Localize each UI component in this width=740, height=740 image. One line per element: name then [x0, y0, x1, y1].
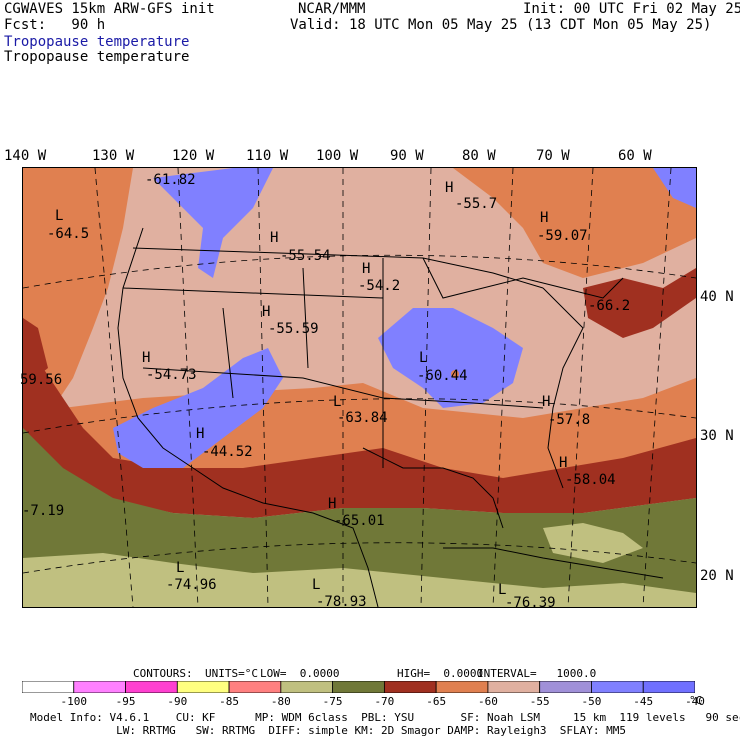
tropopause-temperature-map [22, 167, 697, 608]
colorbar-tick-label: -65 [426, 695, 447, 708]
extremum-label: -55.7 [455, 196, 498, 212]
extremum-kind: H [445, 180, 454, 196]
extremum-kind: H [559, 455, 568, 471]
extremum-label: -54.2 [358, 278, 401, 294]
lon-label-90w: 90 W [390, 148, 424, 164]
colorbar-swatch [383, 681, 437, 693]
extremum-label: -44.52 [202, 444, 253, 460]
colorbar-tick-label: -70 [374, 695, 395, 708]
colorbar [22, 681, 695, 693]
extremum-kind: H [328, 496, 337, 512]
colorbar-tick-label: -100 [60, 695, 88, 708]
extremum-label: -74.96 [166, 577, 217, 593]
field-title-contour: Tropopause temperature [4, 49, 190, 65]
extremum-kind: L [333, 394, 342, 410]
extremum-label: -55.59 [268, 321, 319, 337]
colorbar-tick-label: -85 [219, 695, 239, 708]
colorbar-swatch [435, 681, 489, 693]
init-time: Init: 00 UTC Fri 02 May 25 [523, 1, 740, 17]
contours-low: LOW= 0.0000 [260, 667, 340, 680]
colorbar-tick-label: -50 [581, 695, 602, 708]
extremum-kind: H [362, 261, 371, 277]
contours-high: HIGH= 0.0000 [397, 667, 484, 680]
extremum-kind: H [262, 304, 271, 320]
colorbar-swatch [487, 681, 541, 693]
colorbar-tick-label: -75 [322, 695, 343, 708]
extremum-label: -57.8 [548, 412, 591, 428]
colorbar-swatch [176, 681, 230, 693]
colorbar-swatch [228, 681, 282, 693]
extremum-kind: H [542, 394, 551, 410]
extremum-label: 59.56 [20, 372, 63, 388]
extremum-label: -63.84 [337, 410, 388, 426]
extremum-kind: H [540, 210, 549, 226]
extremum-kind: L [498, 582, 507, 598]
model-info-line2: LW: RRTMG SW: RRTMG DIFF: simple KM: 2D … [30, 724, 627, 737]
extremum-kind: H [142, 350, 151, 366]
colorbar-tick-label: -60 [477, 695, 498, 708]
lon-label-100w: 100 W [316, 148, 359, 164]
extremum-label: -76.39 [505, 595, 556, 611]
colorbar-unit: °C [689, 694, 703, 707]
colorbar-tick-label: -40 [685, 695, 705, 708]
extremum-label: -60.44 [417, 368, 468, 384]
lon-label-80w: 80 W [462, 148, 496, 164]
colorbar-swatch [591, 681, 644, 693]
extremum-label: -59.07 [537, 228, 588, 244]
extremum-label: -7.19 [22, 503, 65, 519]
lat-label-20n: 20 N [700, 568, 734, 584]
extremum-label: -65.01 [334, 513, 385, 529]
colorbar-tick-label: -90 [167, 695, 188, 708]
forecast-hour: Fcst: 90 h [4, 17, 106, 33]
extremum-label: -64.5 [47, 226, 90, 242]
extremum-kind: L [312, 577, 321, 593]
colorbar-swatch [332, 681, 385, 693]
colorbar-swatch [280, 681, 334, 693]
extremum-kind: L [55, 208, 64, 224]
colorbar-swatch [642, 681, 695, 693]
lon-label-140w: 140 W [4, 148, 47, 164]
extremum-kind: L [176, 560, 185, 576]
extremum-label: -78.93 [316, 594, 367, 610]
colorbar-swatch [73, 681, 126, 693]
valid-time: Valid: 18 UTC Mon 05 May 25 (13 CDT Mon … [290, 17, 712, 33]
contours-interval: INTERVAL= 1000.0 [477, 667, 597, 680]
lon-label-120w: 120 W [172, 148, 215, 164]
extremum-kind: H [196, 426, 205, 442]
lat-label-30n: 30 N [700, 428, 734, 444]
contours-units: UNITS=°C [205, 667, 258, 680]
colorbar-tick-label: -55 [529, 695, 550, 708]
colorbar-tick-label: -80 [270, 695, 291, 708]
field-title-shaded: Tropopause temperature [4, 34, 190, 50]
lon-label-60w: 60 W [618, 148, 652, 164]
lon-label-110w: 110 W [246, 148, 289, 164]
extremum-kind: H [270, 230, 279, 246]
colorbar-tick-label: -45 [633, 695, 654, 708]
model-title: CGWAVES 15km ARW-GFS init [4, 1, 215, 17]
contours-label: CONTOURS: [133, 667, 193, 680]
extremum-label: -55.54 [280, 248, 331, 264]
colorbar-swatch [22, 681, 75, 693]
lon-label-130w: 130 W [92, 148, 135, 164]
lon-label-70w: 70 W [536, 148, 570, 164]
extremum-kind: L [419, 350, 428, 366]
lat-label-40n: 40 N [700, 289, 734, 305]
extremum-label: -61.82 [145, 172, 196, 188]
center-title: NCAR/MMM [298, 1, 366, 17]
extremum-label: -54.73 [146, 367, 197, 383]
colorbar-swatch [539, 681, 592, 693]
extremum-label: -58.04 [565, 472, 616, 488]
colorbar-tick-label: -95 [115, 695, 136, 708]
model-info-line1: Model Info: V4.6.1 CU: KF MP: WDM 6class… [30, 711, 740, 724]
colorbar-swatch [125, 681, 178, 693]
extremum-label: -66.2 [588, 298, 631, 314]
